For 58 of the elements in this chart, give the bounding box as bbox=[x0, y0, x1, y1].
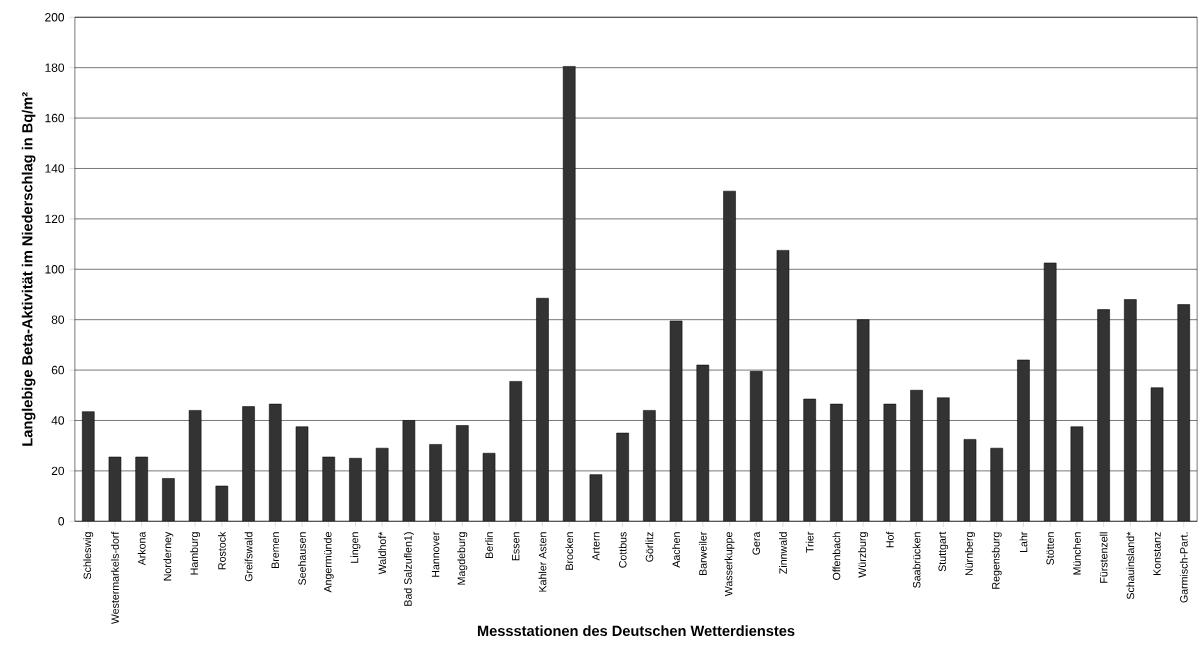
x-tick-label: Lingen bbox=[350, 532, 361, 563]
x-tick-label: Hof bbox=[885, 531, 894, 548]
x-tick-label: Schauinsland* bbox=[1126, 531, 1135, 600]
x-tick-label: Konstanz bbox=[1153, 532, 1161, 576]
x-axis-title: Messstationen des Deutschen Wetterdienstes bbox=[477, 625, 795, 637]
y-tick-label: 40 bbox=[51, 416, 65, 425]
y-tick-label: 100 bbox=[45, 265, 65, 274]
y-tick-label: 160 bbox=[45, 113, 65, 123]
x-tick-label: Greifswald bbox=[244, 532, 253, 582]
x-tick-label: Bremen bbox=[271, 532, 279, 568]
x-tick-label: Würzburg bbox=[858, 532, 869, 578]
x-tick-label: Cottbus bbox=[618, 532, 627, 568]
x-tick-label: Bad Salzuflen1) bbox=[403, 532, 414, 606]
x-tick-label: Waldhof* bbox=[378, 531, 387, 575]
x-tick-label: München bbox=[1072, 532, 1081, 575]
x-tick-label: Lahr bbox=[1019, 531, 1028, 553]
x-tick-label: Arkona bbox=[137, 531, 146, 566]
bar bbox=[215, 485, 229, 522]
x-tick-label: Angermünde bbox=[323, 532, 334, 593]
y-tick-label: 20 bbox=[51, 466, 65, 476]
x-tick-label: Stötten bbox=[1046, 532, 1054, 565]
x-tick-label: Norderney bbox=[163, 531, 174, 581]
x-tick-label: Aachen bbox=[672, 532, 680, 568]
x-tick-label: Seehausen bbox=[298, 532, 306, 585]
y-axis-title: Langlebige Beta-Aktivität im Niederschlag in Bq/m² bbox=[21, 92, 36, 446]
x-tick-label: Kahler Asten bbox=[538, 532, 547, 592]
y-tick-label: 80 bbox=[51, 315, 65, 324]
x-tick-label: Wasserkuppe bbox=[724, 532, 735, 597]
x-tick-label: Berlin bbox=[485, 532, 493, 558]
x-tick-label: Görlitz bbox=[645, 532, 654, 562]
x-tick-label: Hamburg bbox=[190, 532, 201, 575]
bar bbox=[162, 478, 175, 522]
y-tick-label: 180 bbox=[45, 63, 65, 72]
x-tick-label: Schleswig bbox=[83, 532, 94, 579]
x-tick-label: Saabrücken bbox=[912, 532, 921, 588]
y-tick-label: 0 bbox=[58, 517, 65, 526]
x-tick-label: Fürstenzell bbox=[1099, 532, 1108, 583]
x-tick-label: Nürnberg bbox=[965, 532, 975, 576]
x-tick-label: Zinnwald bbox=[779, 532, 787, 574]
x-tick-label: Artern bbox=[592, 532, 600, 561]
x-tick-label: Brocken bbox=[565, 532, 574, 570]
x-tick-label: Gera bbox=[752, 531, 761, 555]
x-tick-label: Offenbach bbox=[832, 532, 841, 580]
y-tick-label: 120 bbox=[45, 214, 65, 224]
x-tick-label: Garmisch-Part. bbox=[1179, 532, 1188, 603]
x-tick-label: Barweiler bbox=[698, 531, 707, 576]
y-tick-label: 140 bbox=[45, 164, 65, 173]
x-tick-label: Rostock bbox=[217, 531, 226, 570]
y-tick-label: 60 bbox=[51, 365, 65, 375]
x-tick-label: Regensburg bbox=[991, 532, 1002, 589]
x-tick-label: Hannover bbox=[431, 531, 440, 577]
y-tick-label: 200 bbox=[45, 13, 65, 22]
x-tick-label: Essen bbox=[512, 532, 520, 561]
x-tick-label: Magdeburg bbox=[457, 532, 468, 585]
x-tick-label: Stuttgart bbox=[938, 531, 949, 572]
bar bbox=[589, 474, 603, 522]
x-tick-label: Trier bbox=[805, 531, 814, 553]
x-tick-label: Westermarkels-dorf bbox=[111, 531, 119, 625]
